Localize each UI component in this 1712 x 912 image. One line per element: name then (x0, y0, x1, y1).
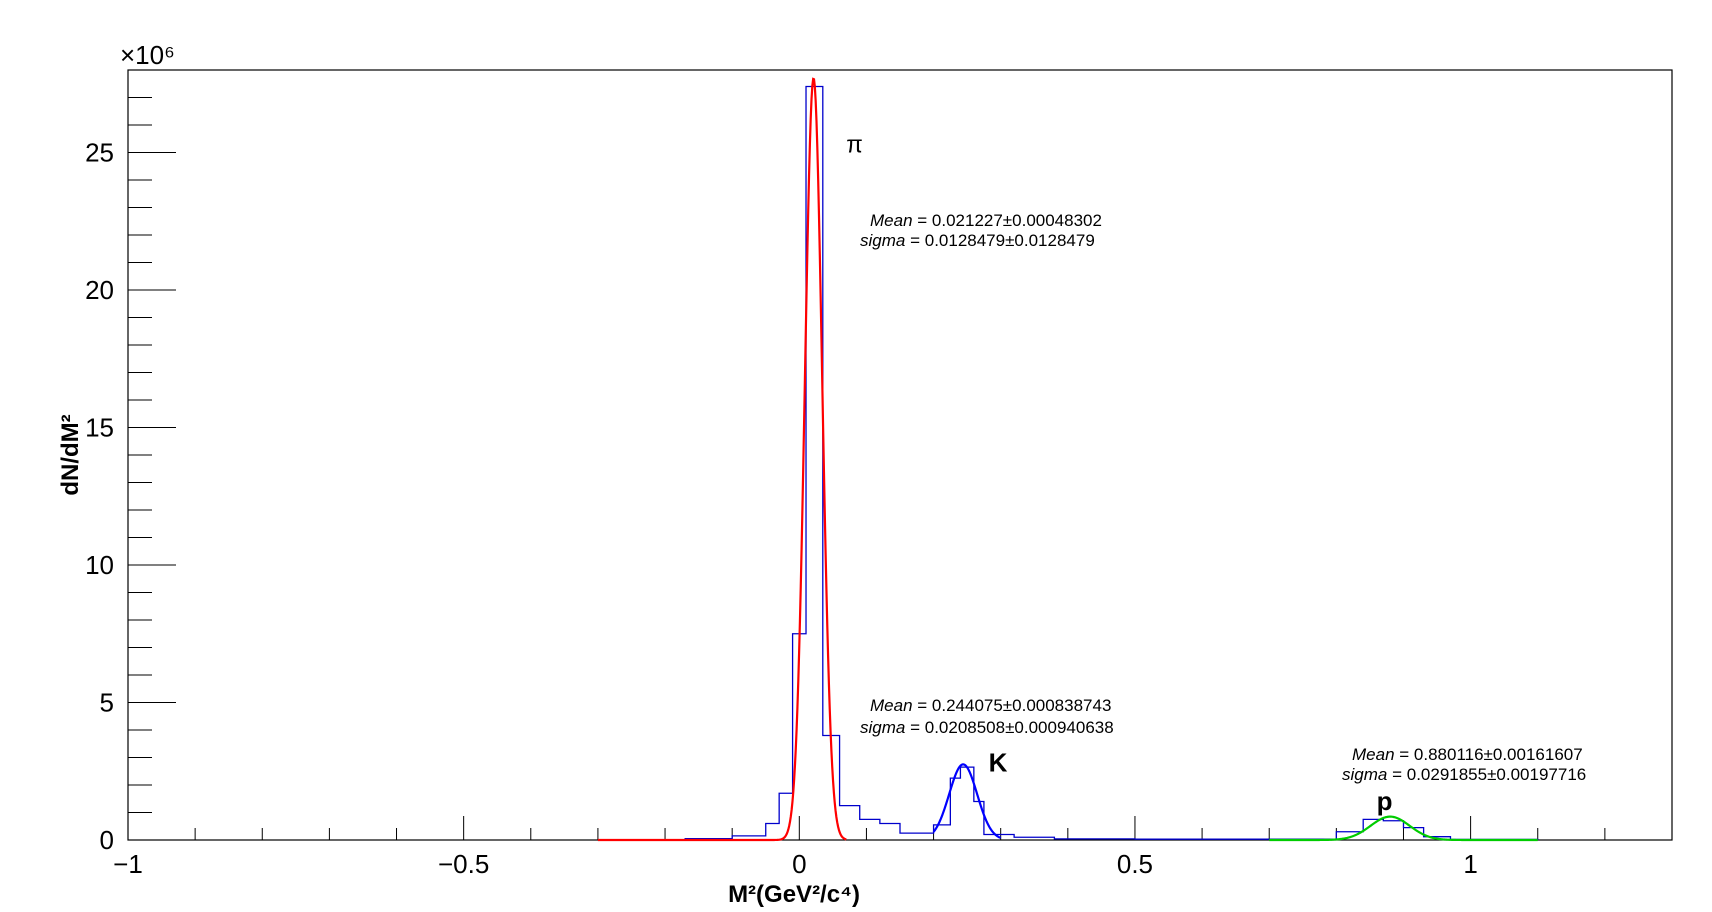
fit-sigma-label: sigma (860, 718, 905, 737)
plot-text: 0 5 10 15 20 25 −1 −0.5 0 0.5 1 ×10⁶ M²(GeV²/c⁴) dN/d… (57, 40, 1586, 908)
x-tick-label: −0.5 (438, 849, 489, 879)
x-tick-label: 0 (792, 849, 806, 879)
peak-label-pi: π (846, 132, 863, 159)
fit-sigma-label: sigma (1342, 765, 1387, 784)
y-tick-label: 10 (85, 550, 114, 580)
plot-data (597, 77, 1539, 842)
fit-mean-text: Mean = 0.244075±0.000838743 (870, 696, 1111, 715)
fit-mean-text: Mean = 0.021227±0.00048302 (870, 211, 1102, 230)
x-tick-label: −1 (113, 849, 143, 879)
peak-label-p: p (1377, 786, 1393, 816)
plot-frame (127, 69, 1673, 841)
fit-mean-text: Mean = 0.880116±0.00161607 (1352, 745, 1583, 764)
fit-curve-k (932, 763, 1002, 839)
peak-label-k: K (989, 747, 1008, 777)
fit-mean-value: = 0.021227±0.00048302 (913, 211, 1102, 230)
fit-curve-p (1269, 815, 1538, 842)
y-axis-title: dN/dM² (57, 414, 84, 495)
fit-mean-value: = 0.244075±0.000838743 (913, 696, 1112, 715)
fit-mean-label: Mean (1352, 745, 1395, 764)
y-tick-label: 5 (100, 688, 114, 718)
fit-sigma-value: = 0.0291855±0.00197716 (1387, 765, 1586, 784)
x-axis-title: M²(GeV²/c⁴) (728, 881, 860, 908)
fit-mean-label: Mean (870, 211, 913, 230)
x-tick-label: 0.5 (1117, 849, 1153, 879)
y-tick-label: 15 (85, 413, 114, 443)
fit-mean-label: Mean (870, 696, 913, 715)
y-tick-label: 20 (85, 275, 114, 305)
fit-sigma-text: sigma = 0.0291855±0.00197716 (1342, 765, 1586, 784)
y-tick-label: 0 (100, 825, 114, 855)
fit-sigma-value: = 0.0208508±0.000940638 (905, 718, 1113, 737)
x-tick-label: 1 (1463, 849, 1477, 879)
fit-curve-pi (597, 77, 847, 842)
fit-sigma-label: sigma (860, 231, 905, 250)
y-multiplier-label: ×10⁶ (120, 40, 175, 70)
fit-sigma-value: = 0.0128479±0.0128479 (905, 231, 1094, 250)
y-tick-label: 25 (85, 138, 114, 168)
fit-mean-value: = 0.880116±0.00161607 (1395, 745, 1583, 764)
fit-sigma-text: sigma = 0.0128479±0.0128479 (860, 231, 1095, 250)
fit-sigma-text: sigma = 0.0208508±0.000940638 (860, 718, 1114, 737)
